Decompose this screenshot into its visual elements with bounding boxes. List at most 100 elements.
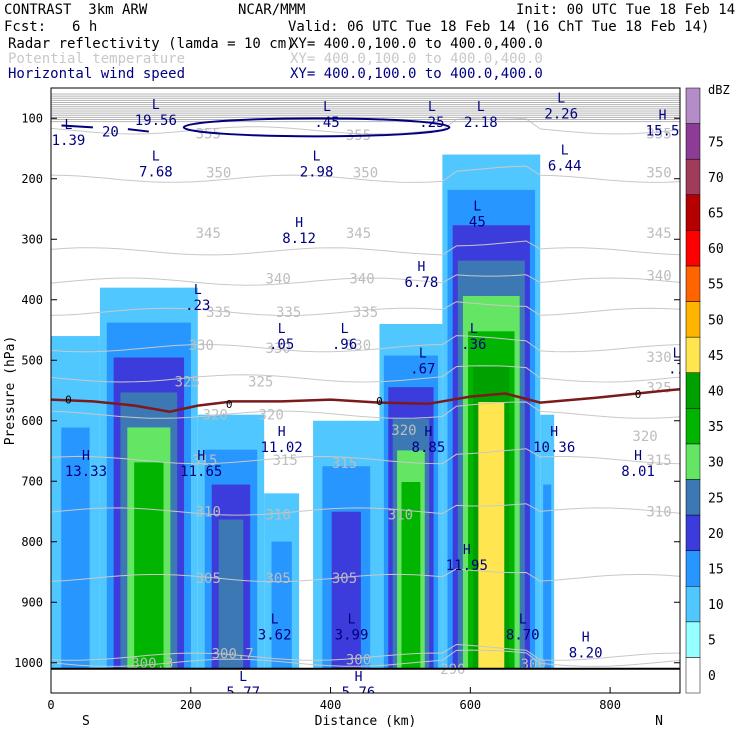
wind-extremum-type-18: L [673, 346, 681, 361]
model-title: CONTRAST 3km ARW [4, 2, 148, 18]
y-tick-label-8: 900 [21, 595, 43, 609]
colorbar-swatch-6 [685, 443, 701, 480]
wind-extremum-value-9: 6.44 [548, 159, 582, 175]
colorbar-label-5: 25 [708, 491, 724, 506]
theta-contour-315 [51, 448, 680, 465]
fcst-value: 6 h [72, 19, 98, 35]
center-name: NCAR/MMM [238, 2, 306, 18]
theta-label-4: 350 [353, 166, 378, 182]
refl-band-2-3 [218, 519, 244, 669]
wind-extremum-type-1: L [65, 118, 73, 133]
y-tick-label-1: 200 [21, 172, 43, 186]
x-end-label-north: N [655, 714, 663, 729]
wind-extremum-value-19: 11.02 [261, 440, 303, 456]
theta-label-27: 315 [272, 453, 297, 469]
colorbar-swatch-16 [685, 87, 701, 124]
field-name-wind: Horizontal wind speed [8, 66, 186, 82]
y-axis-title: Pressure (hPa) [3, 336, 18, 446]
theta-label-31: 310 [265, 508, 290, 524]
theta-contour-340 [51, 274, 680, 286]
refl-band-6-7 [478, 402, 505, 669]
wind-extremum-type-7: L [152, 150, 160, 165]
theta-label-28: 315 [332, 456, 357, 472]
wind-extremum-type-5: L [557, 92, 565, 107]
wind-extremum-type-4: L [477, 100, 485, 115]
field-xy-theta: XY= 400.0,100.0 to 400.0,400.0 [290, 51, 543, 67]
colorbar-swatch-3 [685, 550, 701, 587]
wind-extremum-type-23: H [197, 449, 205, 464]
theta-label-3: 350 [206, 166, 231, 182]
colorbar-swatch-14 [685, 158, 701, 196]
field-xy-reflectivity: XY= 400.0,100.0 to 400.0,400.0 [290, 36, 543, 52]
wind-extremum-value-29: 8.20 [569, 646, 603, 662]
wind-contour-label: 20 [102, 125, 119, 141]
colorbar-swatch-4 [685, 514, 701, 551]
theta-contour-345 [51, 240, 680, 256]
refl-band-5-5 [401, 482, 421, 669]
wind-extremum-value-1: 1.39 [52, 133, 86, 149]
wind-extremum-value-21: 10.36 [533, 440, 575, 456]
plot-frame [50, 87, 681, 694]
colorbar-label-3: 15 [708, 562, 724, 577]
wind-extremum-value-27: 3.99 [335, 627, 369, 643]
theta-contour-355 [51, 117, 680, 135]
wind-extremum-value-28: 8.70 [506, 627, 540, 643]
theta-label-21: 325 [646, 380, 671, 396]
wind-extremum-type-22: H [82, 449, 90, 464]
wind-extremum-value-30: 5.77 [226, 685, 260, 701]
wind-extremum-value-25: 11.95 [446, 558, 488, 574]
theta-label-20: 325 [248, 374, 273, 390]
wind-extremum-type-17: L [419, 346, 427, 361]
wind-extremum-type-27: L [348, 612, 356, 627]
wind-extremum-type-2: L [323, 100, 331, 115]
colorbar-swatch-12 [685, 230, 701, 267]
field-name-theta: Potential temperature [8, 51, 186, 67]
wind-extremum-value-11: 8.12 [282, 231, 316, 247]
wind-extremum-type-30: L [239, 670, 247, 685]
y-tick-label-0: 100 [21, 111, 43, 125]
wind-extremum-type-20: H [424, 425, 432, 440]
theta-label-32: 310 [388, 508, 413, 524]
wind-extremum-type-6: H [659, 109, 667, 124]
theta-label-6: 345 [196, 226, 221, 242]
freezing-level-layer: 0 0 0 0 [51, 388, 680, 413]
colorbar-label-11: 55 [708, 278, 724, 293]
theta-label-30: 310 [196, 505, 221, 521]
theta-contour-305 [51, 568, 680, 583]
wind-extremum-type-12: H [417, 260, 425, 275]
wind-extremum-value-12: 6.78 [405, 275, 439, 291]
freezing-level-label-3: 0 [635, 388, 642, 401]
theta-label-12: 335 [206, 305, 231, 321]
theta-label-23: 320 [259, 408, 284, 424]
theta-label-5: 350 [646, 166, 671, 182]
reflectivity-layer [51, 154, 555, 669]
y-tick-label-9: 1000 [14, 656, 43, 670]
x-end-label-south: S [82, 714, 90, 729]
wind-extremum-value-10: 45 [469, 214, 486, 230]
theta-label-10: 340 [349, 272, 374, 288]
colorbar-swatch-15 [685, 123, 701, 160]
theta-label-36: 305 [332, 571, 357, 587]
x-tick-label-4: 800 [599, 698, 621, 712]
theta-label-11: 340 [646, 269, 671, 285]
theta-label-40: 300 [521, 657, 546, 673]
wind-extremum-value-31: 5.76 [342, 685, 376, 701]
y-tick-label-4: 500 [21, 353, 43, 367]
wind-extremum-value-4: 2.18 [464, 115, 498, 131]
wind-extremum-type-14: L [278, 322, 286, 337]
wind-extremum-value-18: .7 [668, 361, 685, 377]
wind-extremum-value-13: .23 [185, 298, 210, 314]
theta-label-38: 300.3 [131, 656, 173, 672]
wind-extremum-type-3: L [428, 100, 436, 115]
x-tick-label-2: 400 [320, 698, 342, 712]
fcst-label: Fcst: [4, 19, 47, 35]
theta-contour-310 [51, 503, 680, 516]
colorbar-label-9: 45 [708, 349, 724, 364]
wind-extremum-value-14: .05 [269, 337, 294, 353]
colorbar-label-7: 35 [708, 420, 724, 435]
x-tick-label-3: 600 [459, 698, 481, 712]
colorbar-label-0: 0 [708, 669, 716, 684]
wind-extremum-type-21: H [550, 425, 558, 440]
freezing-level-label-1: 0 [226, 398, 233, 411]
